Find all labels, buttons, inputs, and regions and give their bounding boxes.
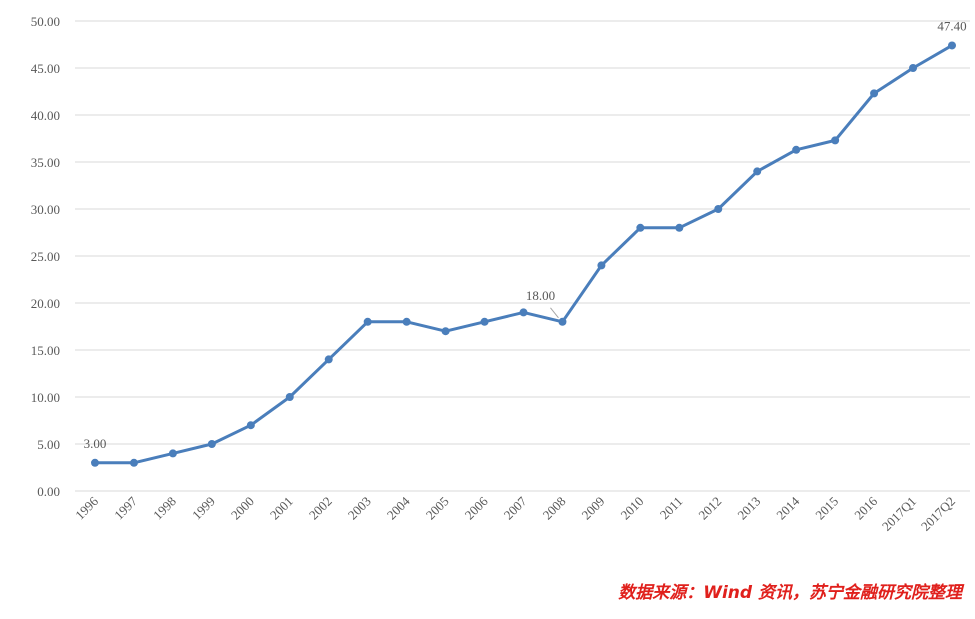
y-tick-label: 10.00 bbox=[31, 390, 60, 405]
y-tick-label: 45.00 bbox=[31, 61, 60, 76]
y-tick-label: 5.00 bbox=[37, 437, 60, 452]
data-point bbox=[831, 136, 840, 145]
label-leader bbox=[550, 307, 559, 319]
x-tick-label: 2001 bbox=[267, 494, 296, 523]
data-point bbox=[246, 421, 255, 430]
y-tick-label: 20.00 bbox=[31, 296, 60, 311]
y-tick-label: 0.00 bbox=[37, 484, 60, 499]
data-point bbox=[597, 261, 606, 270]
x-tick-label: 2013 bbox=[734, 494, 763, 523]
x-tick-label: 2006 bbox=[462, 493, 491, 522]
data-point bbox=[753, 167, 762, 176]
x-tick-label: 1999 bbox=[189, 494, 218, 523]
data-point bbox=[91, 458, 99, 467]
x-tick-label: 2017Q1 bbox=[879, 494, 919, 534]
x-tick-label: 2008 bbox=[540, 494, 569, 523]
y-tick-label: 15.00 bbox=[31, 343, 60, 358]
data-point bbox=[480, 317, 489, 326]
x-tick-label: 2007 bbox=[501, 493, 530, 522]
data-point bbox=[168, 449, 177, 458]
data-point bbox=[636, 223, 645, 232]
data-point bbox=[909, 64, 918, 72]
x-tick-label: 2017Q2 bbox=[918, 494, 958, 534]
data-point bbox=[285, 393, 294, 401]
data-label: 3.00 bbox=[84, 436, 107, 451]
y-tick-label: 50.00 bbox=[31, 14, 60, 29]
data-point bbox=[870, 89, 879, 98]
x-tick-label: 2011 bbox=[657, 494, 686, 523]
x-tick-label: 2016 bbox=[851, 493, 880, 522]
data-line bbox=[95, 44, 953, 465]
x-tick-label: 2002 bbox=[306, 494, 335, 523]
x-tick-label: 2012 bbox=[695, 494, 724, 523]
data-point bbox=[207, 440, 216, 448]
x-tick-label: 2005 bbox=[423, 494, 452, 523]
data-point bbox=[675, 223, 684, 232]
x-tick-label: 2015 bbox=[812, 494, 841, 523]
data-label: 47.40 bbox=[937, 18, 966, 33]
data-point bbox=[402, 317, 411, 326]
source-note: 数据来源：Wind 资讯，苏宁金融研究院整理 bbox=[618, 583, 965, 603]
y-tick-label: 25.00 bbox=[31, 249, 60, 264]
x-tick-label: 2000 bbox=[228, 494, 257, 523]
data-point bbox=[519, 308, 528, 317]
x-tick-label: 2010 bbox=[617, 494, 646, 523]
y-tick-label: 40.00 bbox=[31, 108, 60, 123]
data-point bbox=[948, 41, 956, 50]
x-tick-label: 2009 bbox=[579, 494, 608, 523]
x-tick-label: 2014 bbox=[773, 493, 802, 522]
x-tick-label: 1996 bbox=[72, 493, 101, 522]
y-tick-label: 30.00 bbox=[31, 202, 60, 217]
x-tick-label: 2004 bbox=[384, 493, 413, 522]
y-tick-label: 35.00 bbox=[31, 155, 60, 170]
data-label: 18.00 bbox=[526, 288, 555, 303]
data-point bbox=[558, 317, 567, 326]
data-point bbox=[363, 317, 372, 326]
data-point bbox=[324, 355, 333, 364]
data-point bbox=[441, 327, 450, 336]
data-point bbox=[129, 458, 138, 467]
x-tick-label: 2003 bbox=[345, 494, 374, 523]
data-point bbox=[792, 145, 801, 154]
x-tick-label: 1998 bbox=[150, 494, 179, 523]
x-tick-label: 1997 bbox=[111, 493, 140, 522]
data-point bbox=[714, 205, 723, 213]
